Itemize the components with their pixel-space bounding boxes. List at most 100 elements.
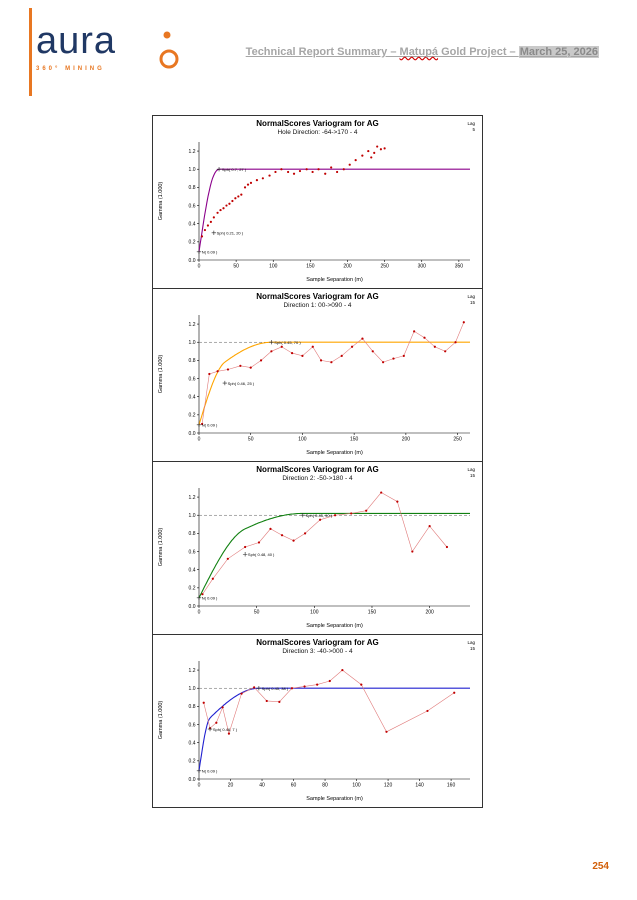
svg-text:Gamma (1.000): Gamma (1.000) <box>158 528 164 567</box>
svg-text:250: 250 <box>453 437 462 443</box>
svg-text:100: 100 <box>310 610 319 616</box>
svg-text:20: 20 <box>228 783 234 789</box>
svg-text:80: 80 <box>322 783 328 789</box>
chart-panel-hole-direction: NormalScores Variogram for AG Hole Direc… <box>153 116 482 289</box>
svg-text:Gamma (1.000): Gamma (1.000) <box>158 701 164 740</box>
logo-wordmark: aura <box>36 20 117 62</box>
svg-text:300: 300 <box>418 264 427 270</box>
svg-text:0.4: 0.4 <box>189 567 196 573</box>
svg-text:1.2: 1.2 <box>189 668 196 674</box>
chart-subtitle: Direction 3: -40->000 - 4 <box>282 648 353 655</box>
svg-text:0.4: 0.4 <box>189 221 196 227</box>
svg-text:150: 150 <box>306 264 315 270</box>
svg-text:Sph( 0.46, 7 ): Sph( 0.46, 7 ) <box>213 727 238 732</box>
svg-text:0.2: 0.2 <box>189 413 196 419</box>
svg-text:120: 120 <box>384 783 393 789</box>
svg-text:200: 200 <box>343 264 352 270</box>
svg-text:N( 0.09 ): N( 0.09 ) <box>202 250 218 255</box>
header-title: Technical Report Summary – Matupá Gold P… <box>160 46 599 58</box>
svg-text:100: 100 <box>298 437 307 443</box>
svg-text:0.0: 0.0 <box>189 258 196 264</box>
svg-text:Sph( 0.45, 38 ): Sph( 0.45, 38 ) <box>262 686 289 691</box>
svg-text:0.4: 0.4 <box>189 740 196 746</box>
svg-text:200: 200 <box>425 610 434 616</box>
svg-text:140: 140 <box>415 783 424 789</box>
svg-text:0.2: 0.2 <box>189 240 196 246</box>
variogram-plot: 0 50 100 150 200 0.0 0.2 0.4 0.6 0.8 1.0 1.2 Sample … <box>158 488 470 629</box>
chart-title: NormalScores Variogram for AG <box>256 465 379 474</box>
lag-label: Lag 5 <box>467 121 475 132</box>
svg-text:1.0: 1.0 <box>189 513 196 519</box>
svg-text:200: 200 <box>402 437 411 443</box>
svg-text:150: 150 <box>368 610 377 616</box>
svg-text:Sample Separation (m): Sample Separation (m) <box>306 450 363 456</box>
svg-text:350: 350 <box>455 264 464 270</box>
svg-text:0.6: 0.6 <box>189 376 196 382</box>
chart-title: NormalScores Variogram for AG <box>256 292 379 301</box>
svg-text:0.2: 0.2 <box>189 586 196 592</box>
svg-text:0.0: 0.0 <box>189 431 196 437</box>
svg-text:1.2: 1.2 <box>189 322 196 328</box>
lag-label: Lag 15 <box>467 467 475 478</box>
svg-text:N( 0.09 ): N( 0.09 ) <box>202 596 218 601</box>
svg-text:1.0: 1.0 <box>189 686 196 692</box>
header-title-part1: Technical Report Summary – <box>245 46 400 58</box>
svg-text:50: 50 <box>233 264 239 270</box>
svg-text:0.2: 0.2 <box>189 759 196 765</box>
chart-subtitle: Direction 1: 00->090 - 4 <box>283 302 352 309</box>
logo-dots-icon <box>159 31 179 69</box>
svg-text:Gamma (1.000): Gamma (1.000) <box>158 355 164 394</box>
svg-text:50: 50 <box>254 610 260 616</box>
svg-text:Sample Separation (m): Sample Separation (m) <box>306 277 363 283</box>
lag-label: Lag 15 <box>467 294 475 305</box>
variogram-plot: 0 20 40 60 80 100 120 140 160 0.0 0.2 0.4 0.6 0.8 1.0 1… <box>158 661 470 802</box>
lag-label: Lag 15 <box>467 640 475 651</box>
svg-text:0.4: 0.4 <box>189 394 196 400</box>
svg-text:Sph( 0.45, 90 ): Sph( 0.45, 90 ) <box>306 513 333 518</box>
svg-text:0.6: 0.6 <box>189 722 196 728</box>
svg-text:0: 0 <box>198 264 201 270</box>
svg-text:60: 60 <box>291 783 297 789</box>
svg-text:Sph( 0.48, 40 ): Sph( 0.48, 40 ) <box>248 552 275 557</box>
svg-text:250: 250 <box>380 264 389 270</box>
svg-text:Sph( 0.46, 25 ): Sph( 0.46, 25 ) <box>228 381 255 386</box>
svg-text:160: 160 <box>447 783 456 789</box>
chart-panel-direction-1: NormalScores Variogram for AG Direction … <box>153 289 482 462</box>
svg-text:0: 0 <box>198 783 201 789</box>
aura-logo: aura 360° MINING <box>36 20 179 72</box>
svg-text:0.8: 0.8 <box>189 185 196 191</box>
variogram-plot: 0 50 100 150 200 250 0.0 0.2 0.4 0.6 0.8 1.0 1.2 Samp… <box>158 315 470 456</box>
chart-subtitle: Direction 2: -50->180 - 4 <box>282 475 353 482</box>
svg-text:0.6: 0.6 <box>189 549 196 555</box>
logo-subtitle: 360° MINING <box>36 66 105 72</box>
svg-text:0.8: 0.8 <box>189 531 196 537</box>
chart-subtitle: Hole Direction: -64->170 - 4 <box>277 129 358 136</box>
header-title-part2: Gold Project – <box>438 46 519 58</box>
svg-text:Sample Separation (m): Sample Separation (m) <box>306 623 363 629</box>
svg-text:0.0: 0.0 <box>189 604 196 610</box>
chart-panel-direction-3: NormalScores Variogram for AG Direction … <box>153 635 482 807</box>
svg-text:Sph( 0.45, 70 ): Sph( 0.45, 70 ) <box>274 340 301 345</box>
svg-text:0: 0 <box>198 610 201 616</box>
svg-text:0.6: 0.6 <box>189 203 196 209</box>
svg-text:Gamma (1.000): Gamma (1.000) <box>158 182 164 221</box>
chart-panel-direction-2: NormalScores Variogram for AG Direction … <box>153 462 482 635</box>
svg-text:0.8: 0.8 <box>189 358 196 364</box>
chart-title: NormalScores Variogram for AG <box>256 638 379 647</box>
chart-title: NormalScores Variogram for AG <box>256 119 379 128</box>
svg-text:1.0: 1.0 <box>189 167 196 173</box>
svg-text:40: 40 <box>259 783 265 789</box>
svg-text:50: 50 <box>248 437 254 443</box>
svg-text:Sample Separation (m): Sample Separation (m) <box>306 796 363 802</box>
svg-text:0: 0 <box>198 437 201 443</box>
svg-text:1.2: 1.2 <box>189 495 196 501</box>
left-accent-bar <box>29 8 32 96</box>
header-date-field: March 25, 2026 <box>518 46 599 58</box>
svg-text:100: 100 <box>269 264 278 270</box>
svg-text:100: 100 <box>352 783 361 789</box>
page-number: 254 <box>592 861 609 872</box>
svg-text:N( 0.09 ): N( 0.09 ) <box>202 423 218 428</box>
svg-text:1.2: 1.2 <box>189 149 196 155</box>
svg-text:0.0: 0.0 <box>189 777 196 783</box>
